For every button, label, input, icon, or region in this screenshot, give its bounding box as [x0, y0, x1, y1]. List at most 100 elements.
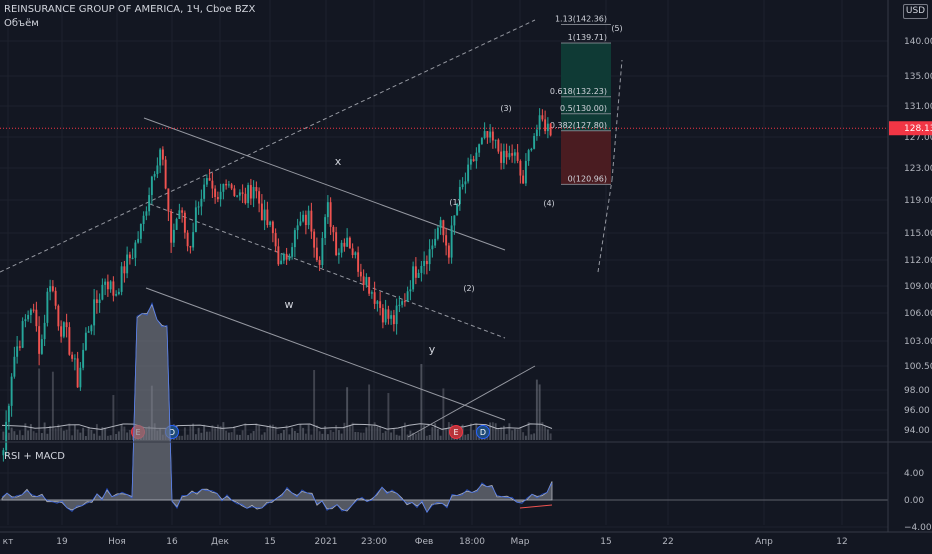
candle-body — [508, 153, 511, 158]
candle-body — [203, 184, 206, 199]
candle-body — [475, 152, 478, 162]
volume-bar — [128, 429, 131, 440]
candle-body — [46, 291, 49, 323]
volume-bar — [115, 433, 118, 440]
volume-bar — [403, 422, 406, 440]
candle-body — [365, 277, 368, 285]
candle-body — [420, 265, 423, 273]
candle-body — [106, 281, 109, 290]
price-tick-label: 96.00 — [904, 406, 930, 416]
candle-body — [280, 260, 283, 265]
ind-tick-label: 4.00 — [904, 469, 924, 479]
candle-body — [370, 292, 373, 294]
volume-bar — [82, 427, 85, 440]
candle-body — [186, 232, 189, 247]
candle-body — [324, 217, 327, 239]
volume-bar — [313, 370, 316, 440]
candle-body — [392, 315, 395, 325]
candle-body — [98, 299, 101, 304]
price-tick-label: 94.00 — [904, 426, 930, 436]
candle-body — [27, 314, 30, 320]
indicator-label[interactable]: RSI + MACD — [4, 451, 65, 462]
time-tick-label: 12 — [836, 537, 847, 547]
volume-bar — [249, 433, 252, 440]
candle-body — [230, 184, 233, 189]
candle-body — [101, 284, 104, 300]
volume-bar — [181, 435, 184, 440]
candle-body — [170, 211, 173, 243]
symbol-title[interactable]: REINSURANCE GROUP OF AMERICA, 1Ч, Cboe B… — [4, 4, 256, 15]
volume-bar — [390, 432, 393, 440]
fibonacci-retracement[interactable]: 1.13(142.36) 1(139.71) 0.618(132.23) 0.5(13… — [550, 14, 611, 185]
candle-body — [472, 159, 475, 162]
volume-bar — [40, 433, 43, 440]
volume-bar — [2, 431, 5, 440]
projection-line — [597, 179, 613, 273]
volume-bar — [109, 435, 112, 440]
candle-body — [227, 184, 230, 186]
candle-body — [486, 131, 489, 138]
candle-body — [425, 260, 428, 265]
candle-body — [120, 266, 123, 292]
candle-body — [112, 281, 115, 296]
candle-body — [79, 367, 82, 388]
volume-bar — [359, 432, 362, 440]
time-tick-label: Апр — [755, 537, 773, 547]
candle-body — [263, 209, 266, 221]
volume-bar — [387, 393, 390, 440]
volume-bar — [439, 435, 442, 440]
volume-bar — [46, 433, 49, 440]
volume-bar — [271, 424, 274, 440]
trend-lines[interactable] — [0, 19, 623, 438]
volume-bar — [282, 429, 285, 440]
candle-body — [541, 115, 544, 120]
event-marker-icon — [476, 425, 490, 439]
candle-body — [189, 246, 192, 248]
candle-body — [401, 301, 404, 305]
candle-body — [40, 339, 43, 354]
volume-bar — [384, 431, 387, 440]
candle-body — [293, 230, 296, 248]
candle-body — [447, 245, 450, 258]
candle-body — [544, 119, 547, 132]
wave-label: (1) — [449, 198, 460, 207]
candle-body — [194, 207, 197, 233]
candle-body — [304, 214, 307, 226]
candle-body — [164, 159, 167, 189]
channel-lower-line — [145, 287, 506, 421]
volume-bar — [200, 432, 203, 440]
time-tick-label: Дек — [211, 537, 230, 547]
candle-body — [68, 327, 71, 355]
candle-body — [406, 291, 409, 302]
volume-bar — [445, 428, 448, 440]
candle-body — [90, 325, 93, 332]
volume-bar — [10, 427, 13, 440]
candle-body — [142, 215, 145, 224]
volume-bar — [7, 432, 10, 440]
volume-bar — [549, 433, 552, 440]
volume-bar — [434, 423, 437, 440]
volume-bar — [95, 424, 98, 440]
candle-body — [445, 235, 448, 246]
volume-bar — [260, 434, 263, 440]
candle-body — [329, 202, 332, 227]
candle-body — [456, 204, 459, 216]
volume-label[interactable]: Объём — [4, 18, 39, 29]
candle-body — [428, 249, 431, 265]
event-marker-letter: E — [453, 428, 458, 437]
volume-bar — [335, 425, 338, 440]
wave-label: (4) — [543, 199, 554, 208]
candle-body — [285, 253, 288, 260]
currency-button[interactable]: USD — [903, 4, 928, 19]
candle-body — [412, 266, 415, 290]
candle-body — [104, 281, 107, 285]
wave-label: (2) — [463, 284, 474, 293]
last-price-label: 128.13 — [904, 124, 932, 134]
candle-body — [450, 225, 453, 258]
volume-bar — [436, 428, 439, 440]
volume-bar — [197, 427, 200, 440]
candle-body — [362, 276, 365, 285]
volume-bar — [370, 425, 373, 440]
